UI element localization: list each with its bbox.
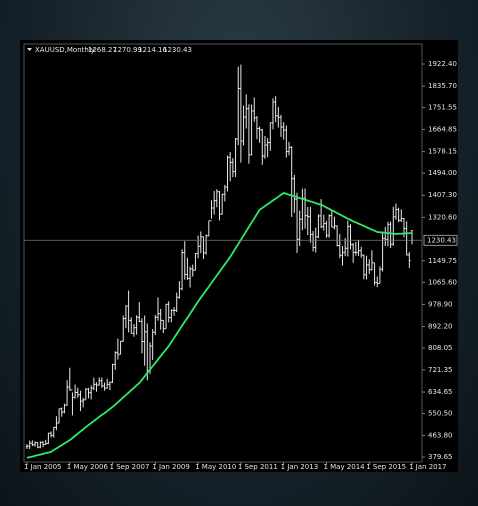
x-tick-label: 1 Jan 2009 <box>152 463 190 471</box>
y-tick-label: 978.90 <box>428 300 453 308</box>
header-low: 1214.16 <box>138 46 167 54</box>
y-tick-label: 1751.55 <box>428 104 457 112</box>
x-tick-label: 1 Jan 2017 <box>409 463 447 471</box>
y-tick-label: 1578.15 <box>428 148 457 156</box>
y-tick-label: 634.65 <box>428 388 453 396</box>
header-close: 1230.43 <box>163 46 192 54</box>
x-tick-label: 1 May 2014 <box>323 463 365 471</box>
price-label-box <box>423 234 458 246</box>
y-tick-label: 1835.70 <box>428 82 457 90</box>
plot-frame <box>23 43 423 463</box>
chart-title: XAUUSD,Monthly <box>35 46 95 54</box>
x-tick-label: 1 Jan 2005 <box>24 463 62 471</box>
y-tick-label: 1065.60 <box>428 278 457 286</box>
dropdown-icon <box>27 48 32 51</box>
y-tick-label: 1664.85 <box>428 126 457 134</box>
y-tick-label: 463.80 <box>428 432 453 440</box>
y-tick-label: 1494.00 <box>428 169 457 177</box>
header-high: 1270.99 <box>113 46 142 54</box>
y-tick-label: 808.05 <box>428 344 453 352</box>
x-tick-label: 1 May 2006 <box>67 463 109 471</box>
x-tick-label: 1 May 2010 <box>195 463 236 471</box>
x-tick-label: 1 Sep 2011 <box>238 463 278 471</box>
chart-window <box>20 40 458 472</box>
y-tick-label: 1149.75 <box>428 257 457 265</box>
y-tick-label: 1922.40 <box>428 60 457 68</box>
price-label: 1230.43 <box>427 236 456 244</box>
y-tick-label: 379.65 <box>428 453 453 461</box>
y-tick-label: 1320.60 <box>428 213 457 221</box>
moving-average <box>26 192 413 459</box>
header-open: 1268.27 <box>88 46 117 54</box>
y-tick-label: 892.20 <box>428 322 453 330</box>
y-tick-label: 1407.30 <box>428 191 457 199</box>
x-tick-label: 1 Jan 2013 <box>281 463 319 471</box>
y-tick-label: 550.50 <box>428 409 453 417</box>
x-tick-label: 1 Sep 2015 <box>366 463 406 471</box>
y-tick-label: 721.35 <box>428 366 453 374</box>
x-tick-label: 1 Sep 2007 <box>110 463 150 471</box>
